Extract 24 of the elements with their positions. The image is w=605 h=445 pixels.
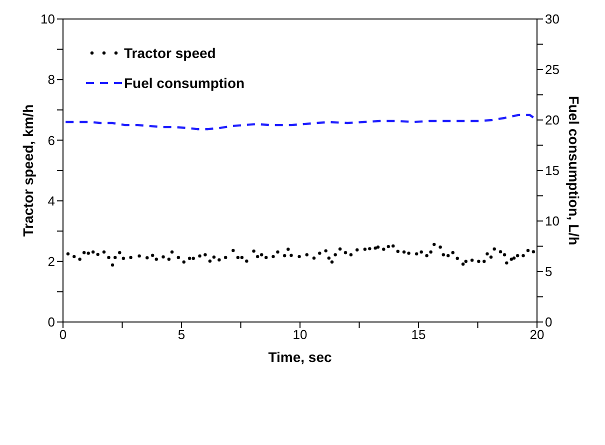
y-tick-label: 8 bbox=[48, 72, 55, 88]
legend-label: Fuel consumption bbox=[124, 75, 245, 91]
y-tick-label: 0 bbox=[48, 314, 55, 330]
y2-axis-title: Fuel consumption, L/h bbox=[566, 96, 582, 246]
x-tick-label: 0 bbox=[59, 327, 67, 342]
y2-tick-label: 20 bbox=[545, 112, 560, 128]
y-tick-label: 10 bbox=[40, 12, 55, 27]
y-tick-label: 4 bbox=[48, 193, 55, 208]
line-series bbox=[64, 114, 537, 130]
y2-tick-label: 0 bbox=[545, 314, 552, 330]
legend-label: Tractor speed bbox=[124, 45, 216, 61]
y2-tick-label: 30 bbox=[545, 12, 560, 27]
y-axis-title: Tractor speed, km/h bbox=[20, 104, 36, 237]
x-tick-label: 20 bbox=[530, 327, 544, 342]
y2-tick-label: 25 bbox=[545, 62, 560, 78]
y-tick-label: 6 bbox=[48, 132, 55, 148]
x-tick-label: 10 bbox=[292, 327, 308, 342]
y2-tick-label: 5 bbox=[545, 264, 552, 280]
y2-tick-label: 15 bbox=[545, 163, 560, 178]
x-tick-label: 5 bbox=[178, 327, 186, 342]
y-tick-label: 2 bbox=[48, 254, 55, 270]
y2-tick-label: 10 bbox=[545, 214, 560, 229]
x-axis-title: Time, sec bbox=[268, 349, 332, 365]
x-tick-label: 15 bbox=[411, 327, 426, 342]
